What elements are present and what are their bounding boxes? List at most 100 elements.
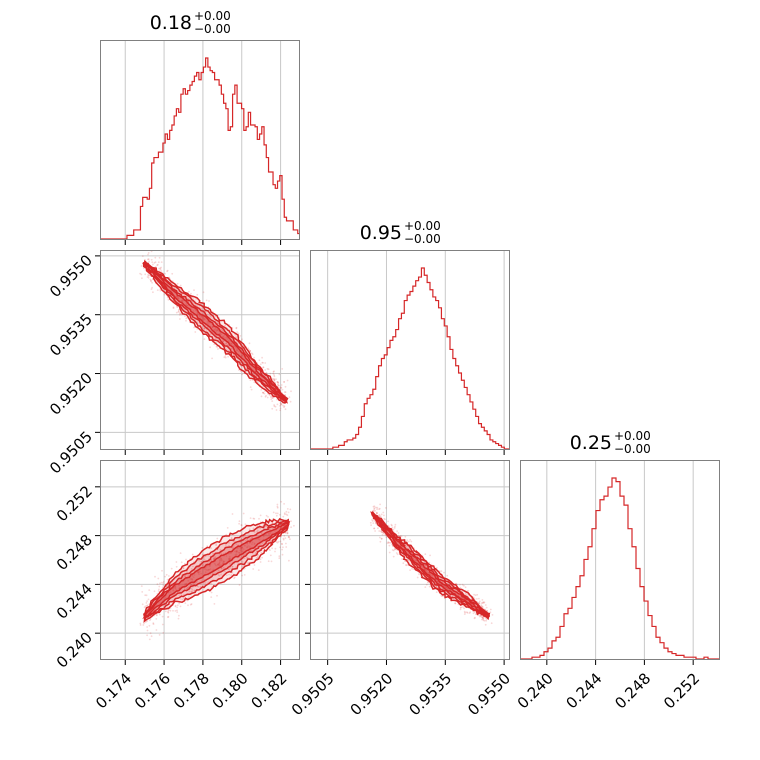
sample-point — [179, 598, 182, 600]
sample-point — [237, 546, 240, 549]
sample-point — [141, 255, 144, 257]
sample-point — [166, 269, 169, 272]
sample-point — [226, 337, 229, 339]
sample-point — [252, 527, 255, 530]
sample-point — [236, 348, 238, 350]
sample-point — [186, 304, 189, 307]
sample-point — [209, 314, 212, 317]
x-tick-label: 0.252 — [660, 669, 703, 712]
sample-point — [188, 590, 191, 593]
sample-point — [144, 594, 147, 597]
sample-point — [199, 314, 202, 317]
sample-point — [376, 512, 378, 514]
sample-point — [174, 587, 177, 589]
sample-point — [378, 530, 381, 532]
sample-point — [162, 580, 165, 583]
sample-point — [267, 532, 270, 535]
sample-point — [178, 614, 180, 617]
sample-point — [454, 602, 456, 605]
sample-point — [386, 542, 389, 545]
sample-point — [276, 403, 279, 406]
sample-point — [207, 323, 210, 325]
sample-point — [198, 559, 201, 562]
sample-point — [484, 623, 487, 626]
sample-point — [234, 550, 236, 553]
sample-point — [146, 629, 149, 632]
sample-point — [155, 618, 158, 620]
sample-point — [394, 525, 396, 528]
sample-point — [233, 576, 236, 579]
sample-point — [195, 309, 197, 312]
sample-point — [407, 540, 410, 543]
sample-point — [243, 574, 246, 576]
sample-point — [147, 275, 150, 277]
sample-point — [158, 588, 160, 591]
sample-point — [428, 573, 431, 575]
sample-point — [216, 346, 219, 348]
sample-point — [375, 511, 378, 514]
sample-point — [246, 546, 249, 549]
sample-point — [451, 595, 453, 598]
sample-point — [244, 523, 247, 526]
histogram-panel-1: 0.95 +0.00−0.00 — [310, 219, 510, 455]
sample-point — [212, 568, 215, 571]
sample-point — [207, 321, 210, 324]
contour-level-4 — [141, 262, 288, 403]
sample-point — [228, 573, 230, 576]
sample-point — [251, 541, 254, 544]
sample-point — [285, 510, 288, 513]
sample-point — [379, 515, 382, 518]
sample-point — [281, 553, 284, 556]
sample-point — [436, 580, 439, 582]
sample-point — [167, 298, 170, 301]
sample-point — [187, 586, 190, 589]
sample-point — [148, 624, 151, 627]
panel-border — [100, 40, 300, 240]
sample-point — [282, 404, 284, 407]
sample-point — [273, 379, 276, 382]
sample-point — [164, 610, 167, 613]
sample-point — [162, 632, 165, 634]
sample-point — [187, 604, 189, 607]
sample-point — [227, 355, 230, 358]
sample-point — [258, 538, 261, 541]
sample-point — [230, 346, 233, 349]
sample-point — [252, 517, 255, 520]
sample-point — [201, 553, 204, 556]
sample-point — [221, 338, 224, 341]
sample-point — [235, 550, 238, 553]
sample-point — [243, 536, 245, 539]
sample-point — [158, 267, 161, 270]
sample-point — [215, 543, 218, 545]
sample-point — [265, 394, 267, 397]
sample-point — [228, 562, 231, 565]
sample-point — [188, 290, 190, 293]
sample-point — [480, 604, 483, 606]
sample-point — [371, 520, 374, 522]
sample-point — [284, 391, 287, 393]
sample-point — [456, 583, 459, 586]
contour-level-4 — [371, 511, 491, 619]
sample-point — [380, 513, 383, 516]
sample-point — [203, 328, 206, 330]
x-tick-label: 0.178 — [170, 669, 213, 712]
sample-point — [378, 515, 381, 517]
sample-point — [478, 601, 481, 604]
sample-point — [197, 571, 200, 573]
sample-point — [152, 263, 154, 266]
x-tick-label: 0.9505 — [288, 669, 338, 719]
sample-point — [141, 603, 144, 606]
sample-point — [251, 379, 254, 381]
sample-point — [440, 570, 443, 573]
sample-point — [249, 386, 252, 388]
sample-point — [279, 387, 282, 390]
sample-point — [222, 562, 224, 564]
sample-point — [191, 553, 194, 556]
sample-point — [481, 606, 484, 608]
sample-point — [175, 561, 178, 563]
sample-point — [160, 270, 163, 272]
sample-point — [213, 328, 216, 331]
sample-point — [392, 528, 395, 531]
sample-point — [206, 569, 209, 572]
sample-point — [190, 583, 193, 585]
